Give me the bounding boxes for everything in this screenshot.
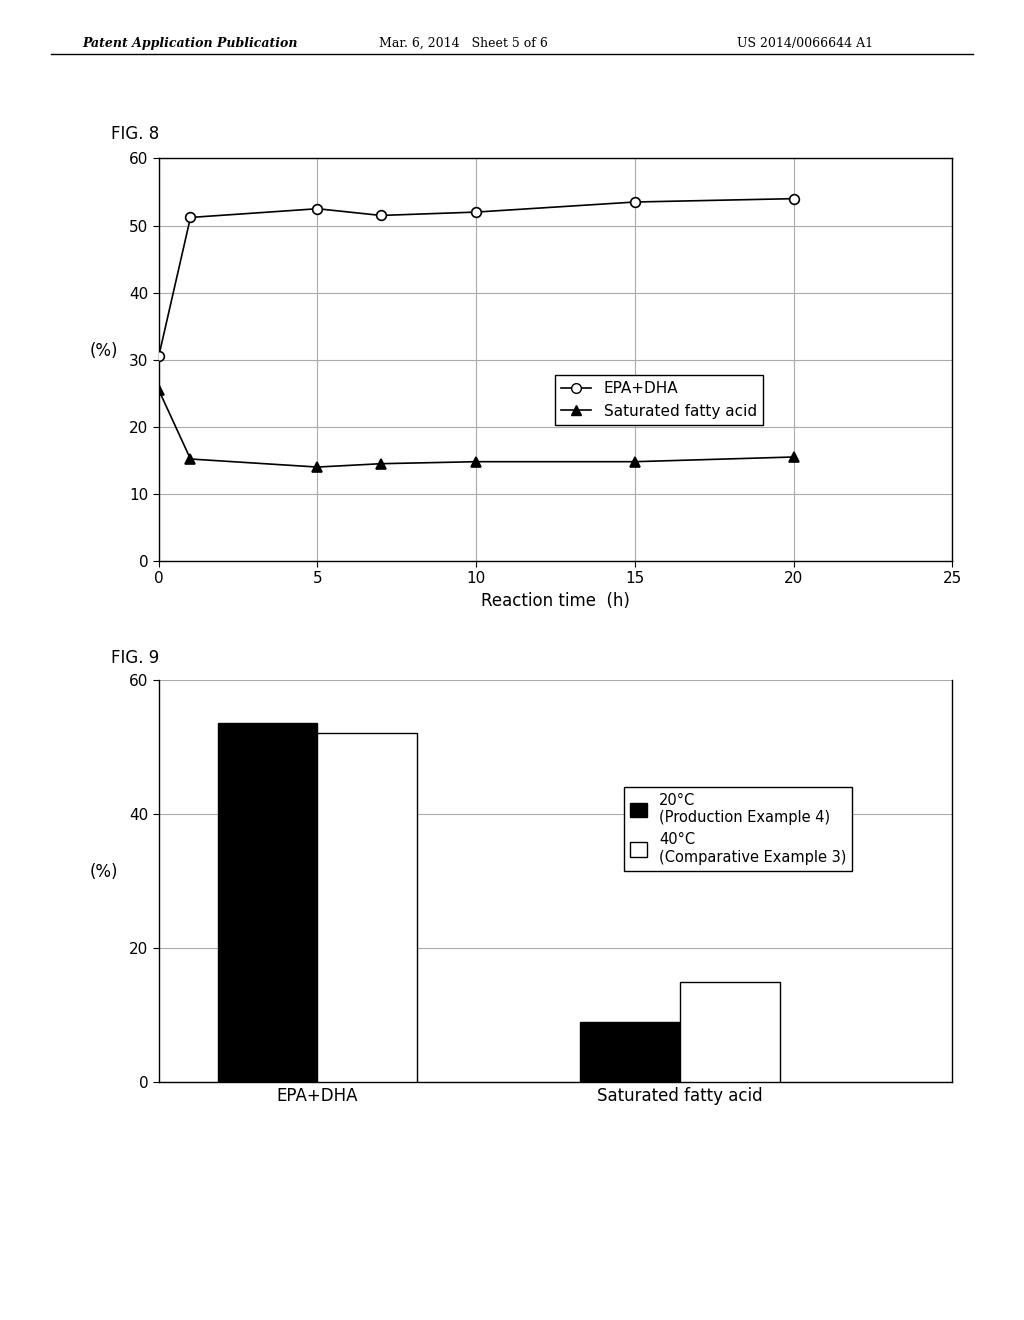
Y-axis label: (%): (%) <box>90 863 118 882</box>
Text: Mar. 6, 2014   Sheet 5 of 6: Mar. 6, 2014 Sheet 5 of 6 <box>379 37 548 50</box>
Bar <box>218 723 317 1082</box>
Text: US 2014/0066644 A1: US 2014/0066644 A1 <box>737 37 873 50</box>
Bar <box>680 982 780 1082</box>
Bar <box>317 734 417 1082</box>
Y-axis label: (%): (%) <box>90 342 118 360</box>
Bar <box>581 1022 680 1082</box>
Legend: 20°C
(Production Example 4), 40°C
(Comparative Example 3): 20°C (Production Example 4), 40°C (Compa… <box>624 787 852 871</box>
Legend: EPA+DHA, Saturated fatty acid: EPA+DHA, Saturated fatty acid <box>555 375 763 425</box>
Text: FIG. 8: FIG. 8 <box>111 125 159 144</box>
Text: FIG. 9: FIG. 9 <box>111 649 159 668</box>
Text: Patent Application Publication: Patent Application Publication <box>82 37 297 50</box>
X-axis label: Reaction time  (h): Reaction time (h) <box>481 591 630 610</box>
